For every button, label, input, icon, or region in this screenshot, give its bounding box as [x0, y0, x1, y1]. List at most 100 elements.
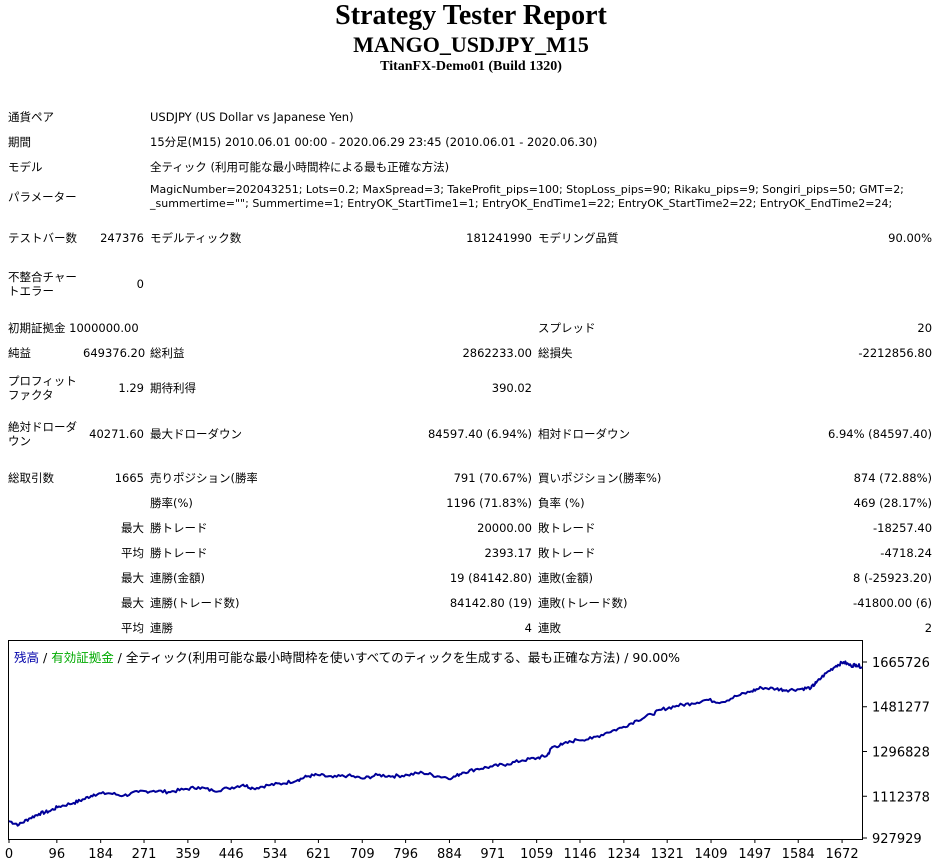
x-tick-label: 796	[393, 847, 418, 862]
pf-label: プロフィットファクタ	[8, 374, 77, 402]
avg-trade-row: 平均 勝トレード 2393.17 敗トレード -4718.24	[5, 540, 935, 565]
winrate-label: 勝率(%)	[150, 495, 193, 510]
avg-loss-value: -4718.24	[880, 545, 933, 560]
max-win-label: 勝トレード	[150, 520, 208, 535]
max-dd-value: 84597.40 (6.94%)	[427, 427, 532, 441]
x-tick-label: 271	[132, 847, 157, 862]
gross-loss-label: 総損失	[538, 345, 573, 360]
deposit-row: 初期証拠金 1000000.00 スプレッド 20	[5, 315, 935, 340]
legend-balance: 残高	[14, 650, 40, 665]
abs-dd-label: 絶対ドローダウン	[8, 420, 77, 448]
deposit-value: 1000000.00	[69, 320, 139, 335]
x-tick-label: 1409	[694, 847, 727, 862]
quality-label: モデリング品質	[538, 231, 619, 245]
consec-wins-trades-label: 連勝(トレード数)	[150, 595, 240, 610]
y-tick-label: 927929	[872, 832, 922, 847]
x-tick-label: 0	[5, 847, 13, 862]
consec-money-row: 最大 連勝(金額) 19 (84142.80) 連敗(金額) 8 (-25923…	[5, 565, 935, 590]
model-value: 全ティック (利用可能な最小時間枠による最も正確な方法)	[150, 159, 450, 174]
legend-description: / 全ティック(利用可能な最小時間枠を使いすべてのティックを生成する、最も正確な…	[113, 650, 681, 665]
gross-loss-value: -2212856.80	[858, 345, 933, 360]
y-tick-label: 1296828	[872, 745, 930, 760]
mismatch-row: 不整合チャートエラー 0	[5, 261, 935, 307]
avg-label: 平均	[121, 545, 144, 560]
x-tick-label: 1059	[520, 847, 553, 862]
bars-label: テストバー数	[8, 231, 77, 245]
symbol-label: 通貨ペア	[8, 109, 54, 124]
avg-losses-label: 連敗	[538, 620, 561, 635]
x-tick-label: 1234	[607, 847, 640, 862]
trades-value: 1665	[114, 470, 144, 485]
chart-legend: 残高 / 有効証拠金 / 全ティック(利用可能な最小時間枠を使いすべてのティック…	[14, 647, 680, 666]
consec-losses-trades-value: -41800.00 (6)	[853, 595, 933, 610]
max-label: 最大	[121, 520, 144, 535]
winrate-value: 1196 (71.83%)	[446, 495, 532, 510]
chart-frame	[8, 640, 863, 840]
x-tick-label: 1584	[782, 847, 815, 862]
trades-label: 総取引数	[8, 470, 54, 485]
x-tick-label: 621	[306, 847, 331, 862]
x-tick-label: 1672	[826, 847, 859, 862]
rel-dd-value: 6.94% (84597.40)	[827, 427, 933, 441]
consec-wins-money-value: 19 (84142.80)	[449, 570, 532, 585]
rel-dd-label: 相対ドローダウン	[538, 427, 630, 441]
avg-win-label: 勝トレード	[150, 545, 208, 560]
x-tick-label: 709	[350, 847, 375, 862]
expected-label: 期待利得	[150, 381, 196, 395]
max-label: 最大	[121, 595, 144, 610]
consec-wins-trades-value: 84142.80 (19)	[449, 595, 532, 610]
trades-row: 総取引数 1665 売りポジション(勝率%) 791 (70.67%) 買いポジ…	[5, 465, 935, 490]
report-subtitle: MANGO_USDJPY_M15	[353, 32, 589, 57]
winrate-row: 勝率(%) 1196 (71.83%) 負率 (%) 469 (28.17%)	[5, 490, 935, 515]
gross-profit-value: 2862233.00	[462, 345, 532, 360]
period-label: 期間	[8, 134, 31, 149]
params-row: パラメーター MagicNumber=202043251; Lots=0.2; …	[5, 179, 935, 215]
long-label: 買いポジション(勝率%)	[538, 470, 662, 485]
ticks-label: モデルティック数	[150, 231, 242, 245]
consec-wins-money-label: 連勝(金額)	[150, 570, 205, 585]
spread-label: スプレッド	[538, 320, 596, 335]
pf-row: プロフィットファクタ 1.29 期待利得 390.02	[5, 365, 935, 411]
spread-value: 20	[917, 320, 933, 335]
avg-wins-value: 4	[524, 620, 532, 635]
net-value: 649376.20	[83, 345, 146, 360]
long-value: 874 (72.88%)	[853, 470, 933, 485]
report-table: 通貨ペア USDJPY (US Dollar vs Japanese Yen) …	[5, 104, 935, 640]
pf-value: 1.29	[118, 381, 144, 395]
x-tick-label: 1321	[651, 847, 684, 862]
max-loss-value: -18257.40	[872, 520, 933, 535]
consec-losses-money-value: 8 (-25923.20)	[853, 570, 933, 585]
consec-losses-money-label: 連敗(金額)	[538, 570, 593, 585]
mismatch-label: 不整合チャートエラー	[8, 270, 77, 298]
x-tick-label: 446	[219, 847, 244, 862]
avg-wins-label: 連勝	[150, 620, 173, 635]
drawdown-row: 絶対ドローダウン 40271.60 最大ドローダウン 84597.40 (6.9…	[5, 411, 935, 457]
x-tick-label: 359	[175, 847, 200, 862]
x-tick-label: 534	[263, 847, 288, 862]
net-label: 純益	[8, 345, 31, 360]
lossrate-label: 負率 (%)	[538, 495, 585, 510]
legend-separator: /	[39, 650, 52, 665]
consec-losses-trades-label: 連敗(トレード数)	[538, 595, 628, 610]
max-loss-label: 敗トレード	[538, 520, 596, 535]
avg-loss-label: 敗トレード	[538, 545, 596, 560]
max-win-value: 20000.00	[477, 520, 532, 535]
params-value: MagicNumber=202043251; Lots=0.2; MaxSpre…	[150, 183, 904, 210]
x-tick-label: 1146	[563, 847, 596, 862]
y-tick-label: 1112378	[872, 790, 930, 805]
x-tick-label: 96	[49, 847, 66, 862]
balance-series-line	[8, 660, 863, 827]
bars-row: テストバー数 247376 モデルティック数 181241990 モデリング品質…	[5, 215, 935, 261]
max-label: 最大	[121, 570, 144, 585]
server-name: TitanFX-Demo01 (Build 1320)	[380, 59, 562, 74]
gross-profit-label: 総利益	[150, 345, 185, 360]
model-label: モデル	[8, 159, 43, 174]
ticks-value: 181241990	[466, 231, 532, 245]
lossrate-value: 469 (28.17%)	[853, 495, 933, 510]
model-row: モデル 全ティック (利用可能な最小時間枠による最も正確な方法)	[5, 154, 935, 179]
period-value: 15分足(M15) 2010.06.01 00:00 - 2020.06.29 …	[150, 134, 598, 149]
x-tick-label: 184	[88, 847, 113, 862]
y-tick-label: 1665726	[872, 656, 930, 671]
x-tick-label: 884	[437, 847, 462, 862]
